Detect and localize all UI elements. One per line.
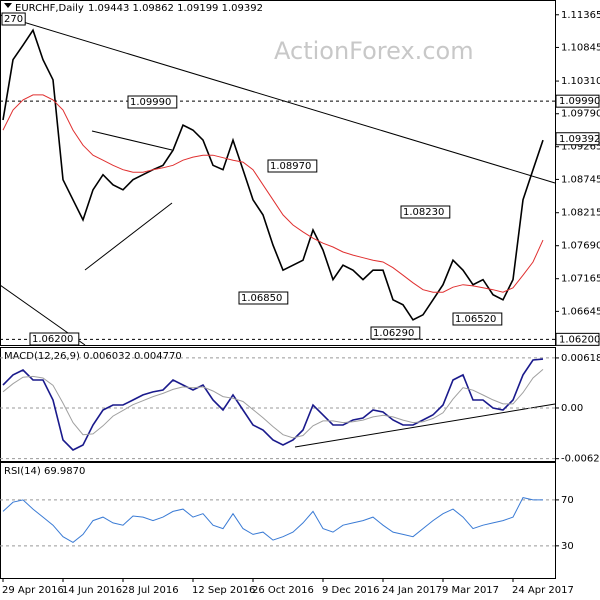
annotation-box (1, 12, 26, 26)
level-box (555, 332, 600, 346)
series-line (2, 358, 544, 451)
y-tick-label: 1.09265 (561, 142, 600, 153)
x-tick-label: 24 Jan 2017 (382, 585, 442, 596)
y-tick-label: 70 (561, 495, 574, 506)
annotation: 1.08970 (270, 161, 311, 172)
annotation-box (452, 312, 503, 326)
trend-line (0, 14, 556, 184)
x-tick-label: 28 Jul 2016 (122, 585, 179, 596)
annotation: 1.06850 (241, 293, 282, 304)
annotation-box (127, 95, 178, 109)
annotation-box (400, 205, 451, 219)
trend-line (91, 130, 173, 151)
annotation: 270 (4, 14, 23, 25)
y-tick-label: 1.08215 (561, 208, 600, 219)
current-price-label: 1.09392 (559, 134, 600, 145)
series-line (2, 94, 544, 293)
series-line (2, 28, 544, 321)
x-tick-label: 14 Jun 2016 (62, 585, 122, 596)
y-tick-label: 1.07690 (561, 241, 600, 252)
annotation-box (267, 159, 318, 173)
annotation: 1.08230 (403, 207, 444, 218)
annotation: 1.06520 (455, 314, 496, 325)
y-tick-label: 1.08745 (561, 174, 600, 185)
y-tick-label: 30 (561, 541, 574, 552)
rsi-label: RSI(14) 69.9870 (4, 466, 85, 477)
annotation-box (238, 291, 289, 305)
y-tick-label: 1.07165 (561, 274, 600, 285)
x-tick-label: 12 Sep 2016 (192, 585, 255, 596)
x-tick-label: 9 Dec 2016 (322, 585, 380, 596)
y-tick-label: 0.00 (561, 403, 583, 414)
y-tick-label: 1.10310 (561, 76, 600, 87)
rsi-panel (0, 462, 556, 579)
y-tick-label: 0.00618 (561, 353, 600, 364)
y-tick-label: -0.00626 (561, 454, 600, 465)
level-label: 1.09990 (559, 96, 600, 107)
annotation-box (29, 332, 80, 346)
trend-line (84, 202, 173, 271)
macd-panel (0, 347, 556, 462)
y-tick-label: 1.09790 (561, 109, 600, 120)
trend-line (294, 403, 556, 448)
y-tick-label: 1.11365 (561, 10, 600, 21)
series-line (2, 497, 543, 544)
macd-label: MACD(12,26,9) 0.006032 0.004770 (4, 351, 182, 362)
x-tick-label: 26 Oct 2016 (252, 585, 314, 596)
level-label: 1.06200 (559, 334, 600, 345)
annotation: 1.06290 (373, 328, 414, 339)
header-symbol: EURCHF,Daily (15, 3, 84, 14)
header-icon (4, 3, 12, 8)
level-box (555, 94, 600, 108)
price-panel (0, 0, 556, 346)
x-tick-label: 29 Apr 2016 (2, 585, 64, 596)
x-tick-label: 24 Apr 2017 (512, 585, 574, 596)
annotation: 1.06200 (32, 334, 73, 345)
watermark: ActionForex.com (274, 37, 474, 65)
header-quote: 1.09443 1.09862 1.09199 1.09392 (88, 3, 263, 14)
y-tick-label: 1.10845 (561, 42, 600, 53)
series-line (2, 369, 544, 439)
y-tick-label: 1.06645 (561, 306, 600, 317)
x-tick-label: 9 Mar 2017 (442, 585, 499, 596)
current-price-box (555, 132, 600, 146)
annotation: 1.09990 (130, 97, 171, 108)
annotation-box (370, 326, 421, 340)
